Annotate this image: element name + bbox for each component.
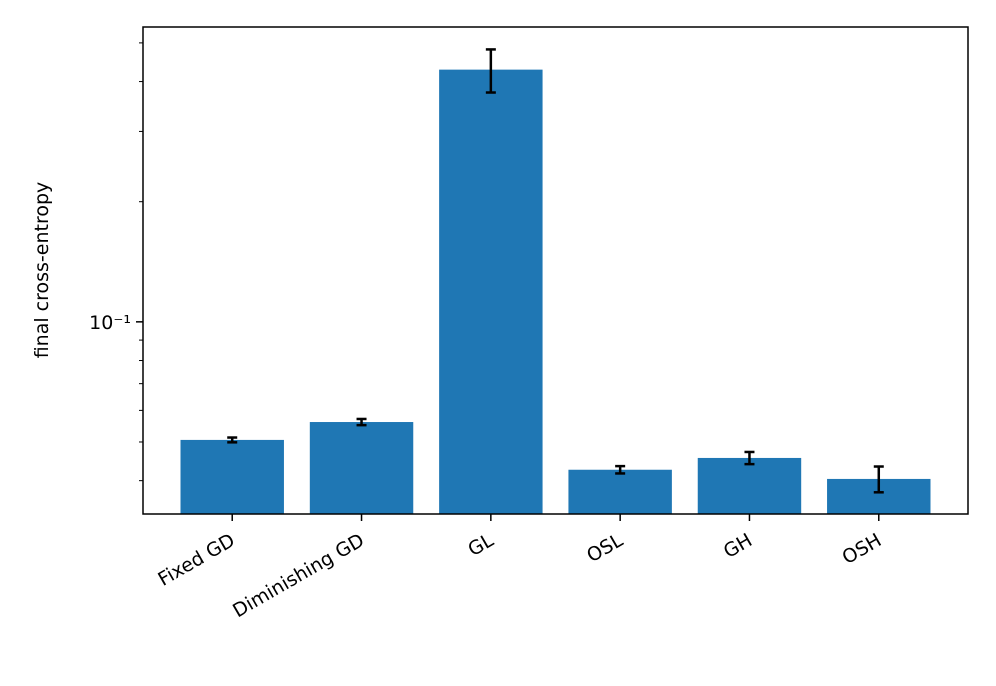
bar	[697, 457, 802, 514]
error-bar	[615, 464, 626, 475]
x-tick-label: OSH	[838, 529, 885, 569]
x-tick-label: GH	[720, 529, 756, 563]
error-bar	[356, 417, 367, 427]
error-bar	[485, 48, 496, 94]
error-bar	[873, 465, 884, 494]
plot-frame	[142, 26, 969, 515]
bar	[309, 422, 414, 514]
error-bar	[744, 450, 755, 466]
x-tick-label: OSL	[583, 529, 627, 567]
y-tick-label: 10⁻¹	[89, 312, 131, 334]
error-bar	[227, 436, 238, 444]
bar	[439, 69, 543, 514]
y-axis-label: final cross-entropy	[31, 182, 53, 359]
x-tick-label: Diminishing GD	[229, 529, 368, 622]
bar	[180, 439, 284, 514]
bar	[568, 469, 672, 514]
x-tick-label: Fixed GD	[154, 529, 238, 590]
x-tick-label: GL	[464, 529, 497, 561]
